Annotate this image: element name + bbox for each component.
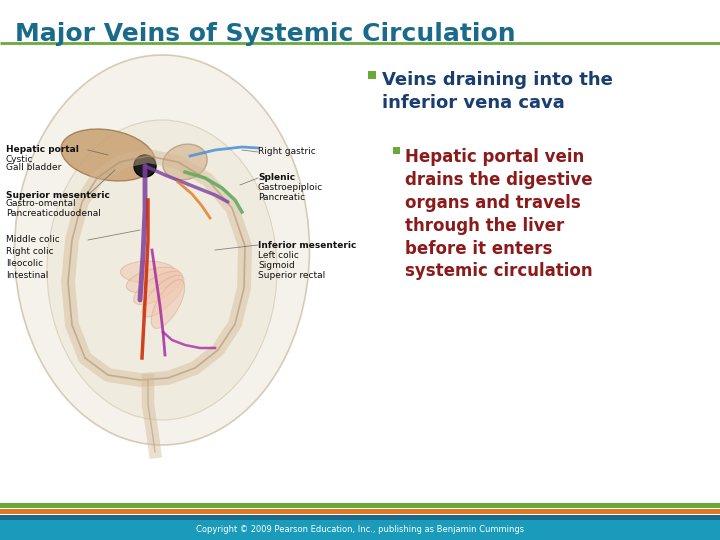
Text: Major Veins of Systemic Circulation: Major Veins of Systemic Circulation [15, 22, 516, 46]
Text: Left colic: Left colic [258, 251, 299, 260]
Ellipse shape [142, 275, 184, 317]
Text: Pancreaticoduodenal: Pancreaticoduodenal [6, 208, 101, 218]
Text: Cystic: Cystic [6, 154, 34, 164]
Text: Intestinal: Intestinal [6, 271, 48, 280]
Text: Right gastric: Right gastric [258, 147, 316, 157]
Text: Veins draining into the
inferior vena cava: Veins draining into the inferior vena ca… [382, 71, 613, 112]
Circle shape [134, 155, 156, 177]
Ellipse shape [14, 55, 310, 445]
Text: Inferior mesenteric: Inferior mesenteric [258, 240, 356, 249]
FancyBboxPatch shape [0, 509, 720, 514]
FancyBboxPatch shape [0, 515, 720, 520]
Ellipse shape [126, 267, 180, 293]
Text: Gastroepiploic: Gastroepiploic [258, 184, 323, 192]
Text: Copyright © 2009 Pearson Education, Inc., publishing as Benjamin Cummings: Copyright © 2009 Pearson Education, Inc.… [196, 525, 524, 535]
FancyBboxPatch shape [393, 147, 400, 154]
Text: Superior rectal: Superior rectal [258, 271, 325, 280]
Text: Middle colic: Middle colic [6, 235, 60, 245]
FancyBboxPatch shape [0, 520, 720, 540]
Ellipse shape [133, 271, 182, 305]
Text: Pancreatic: Pancreatic [258, 193, 305, 202]
FancyBboxPatch shape [368, 71, 376, 79]
Ellipse shape [151, 280, 185, 328]
Ellipse shape [163, 144, 207, 180]
Text: Sigmoid: Sigmoid [258, 260, 294, 269]
Text: Right colic: Right colic [6, 247, 53, 256]
Text: Hepatic portal: Hepatic portal [6, 145, 79, 154]
Text: Ileocolic: Ileocolic [6, 259, 43, 267]
Ellipse shape [120, 261, 176, 283]
Text: Splenic: Splenic [258, 173, 295, 183]
Text: Superior mesenteric: Superior mesenteric [6, 191, 110, 199]
FancyBboxPatch shape [0, 503, 720, 508]
Ellipse shape [61, 129, 155, 181]
Text: Gastro-omental: Gastro-omental [6, 199, 76, 208]
Text: Gall bladder: Gall bladder [6, 164, 61, 172]
Ellipse shape [47, 120, 277, 420]
Text: Hepatic portal vein
drains the digestive
organs and travels
through the liver
be: Hepatic portal vein drains the digestive… [405, 148, 593, 280]
